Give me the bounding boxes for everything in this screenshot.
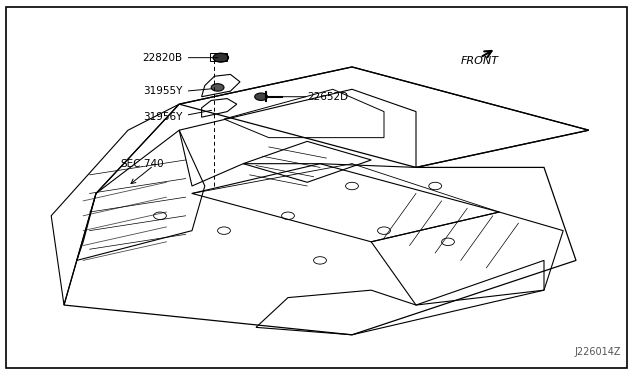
- Text: 31956Y: 31956Y: [143, 112, 182, 122]
- Circle shape: [255, 93, 268, 100]
- Text: 31955Y: 31955Y: [143, 86, 182, 96]
- Circle shape: [213, 53, 228, 62]
- Text: J226014Z: J226014Z: [574, 347, 621, 357]
- Text: FRONT: FRONT: [461, 57, 499, 66]
- Text: 22652D: 22652D: [307, 92, 348, 102]
- Text: SEC.740: SEC.740: [120, 160, 164, 169]
- Text: 22820B: 22820B: [142, 53, 182, 62]
- Circle shape: [211, 84, 224, 91]
